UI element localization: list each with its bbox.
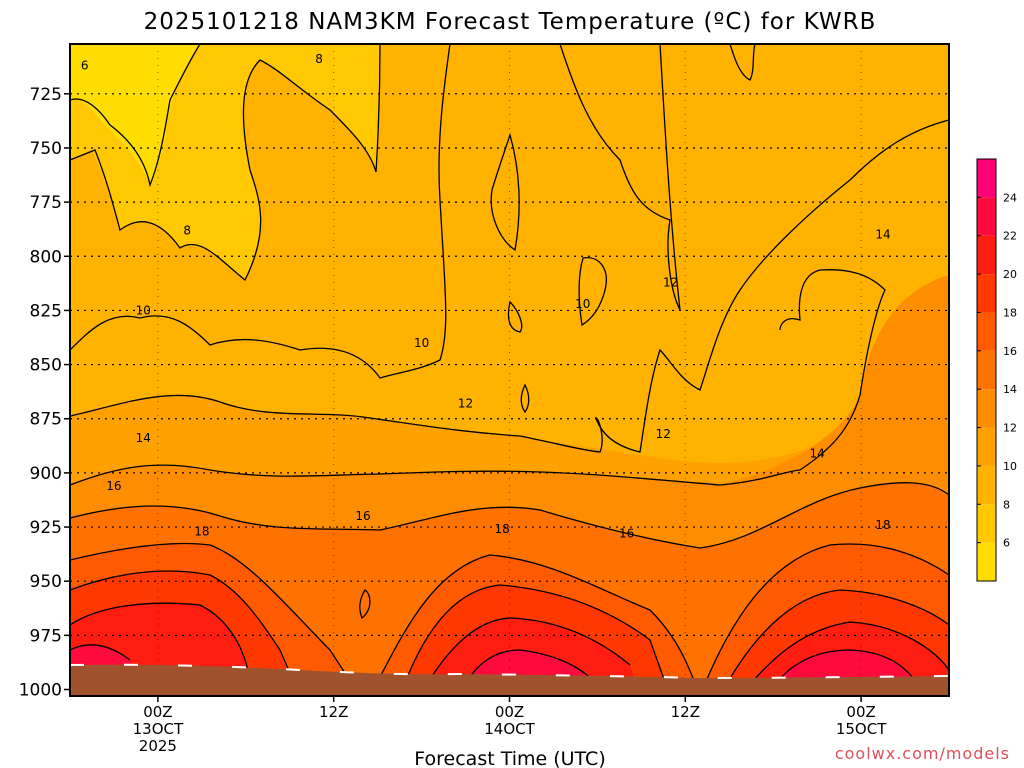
plot-area: 6 8 8 10 10 10 12 12 12 14 14 14 16 16 16 18 18 18: [70, 44, 949, 696]
colorbar-swatch: [977, 197, 996, 236]
colorbar-border: [976, 158, 997, 582]
colorbar-label: 16: [1003, 345, 1017, 358]
contour-label: 8: [315, 52, 323, 66]
contour-labels: 6 8 8 10 10 10 12 12 12 14 14 14 16 16 16 18 18 18: [81, 52, 891, 540]
contour-label: 18: [194, 524, 209, 538]
contour-label: 12: [458, 397, 473, 411]
contour-label: 14: [810, 446, 825, 460]
temperature-band-6-8: [70, 44, 200, 185]
contour-label: 10: [136, 303, 151, 317]
contour-label: 18: [495, 522, 510, 536]
colorbar-label: 12: [1003, 422, 1017, 435]
x-tick-label: 00Z: [846, 703, 875, 721]
credit-text: coolwx.com/models: [835, 744, 1010, 763]
y-tick-label: 750: [30, 139, 62, 159]
colorbar-swatch: [977, 504, 996, 543]
y-axis: 725 750 775 800 825 850 875 900 925 950 975 1000: [19, 85, 70, 701]
colorbar-label: 6: [1003, 537, 1010, 550]
contour-label: 6: [81, 59, 89, 73]
colorbar-swatch: [977, 427, 996, 466]
contour-label: 16: [106, 479, 121, 493]
colorbar-label: 24: [1003, 191, 1017, 204]
contour-label: 16: [619, 527, 634, 541]
y-tick-label: 775: [30, 193, 62, 213]
y-tick-label: 950: [30, 572, 62, 592]
colorbar-swatch: [977, 235, 996, 275]
y-tick-label: 925: [30, 518, 62, 538]
x-axis-label: Forecast Time (UTC): [414, 748, 605, 768]
colorbar-label: 10: [1003, 460, 1017, 473]
y-tick-label: 850: [30, 356, 62, 376]
y-tick-label: 975: [30, 626, 62, 646]
contour-label: 8: [183, 223, 191, 237]
x-tick-label: 00Z: [143, 703, 172, 721]
colorbar-swatch: [977, 159, 996, 198]
y-tick-label: 1000: [19, 681, 62, 701]
x-tick-label: 12Z: [319, 703, 348, 721]
colorbar-label: 18: [1003, 306, 1017, 319]
x-tick-label: 2025: [139, 737, 177, 755]
chart-title: 2025101218 NAM3KM Forecast Temperature (…: [144, 9, 877, 35]
colorbar-swatch: [977, 274, 996, 313]
y-tick-label: 800: [30, 247, 62, 267]
contour-label: 18: [875, 518, 890, 532]
colorbar-swatch: [977, 465, 996, 505]
y-tick-label: 825: [30, 301, 62, 321]
ground-edge-highlight: [70, 663, 949, 680]
x-tick-label: 15OCT: [836, 720, 887, 738]
contour-label: 14: [875, 228, 890, 242]
colorbar-label: 20: [1003, 268, 1017, 281]
x-tick-label: 00Z: [495, 703, 524, 721]
colorbar-swatch: [977, 542, 996, 581]
contour-label: 10: [575, 297, 590, 311]
contour-label: 12: [656, 427, 671, 441]
contour-label: 12: [663, 275, 678, 289]
colorbar: 6 8 10 12 14 16 18 20 22 24: [976, 158, 1017, 582]
contour-label: 16: [355, 509, 370, 523]
colorbar-label: 14: [1003, 383, 1017, 396]
contour-label: 14: [136, 431, 151, 445]
colorbar-swatch: [977, 389, 996, 428]
y-tick-label: 725: [30, 85, 62, 105]
y-tick-label: 875: [30, 410, 62, 430]
colorbar-label: 22: [1003, 230, 1017, 243]
colorbar-label: 8: [1003, 498, 1010, 511]
ground-surface: [70, 664, 949, 696]
x-tick-label: 14OCT: [484, 720, 535, 738]
colorbar-swatch: [977, 350, 996, 390]
x-tick-label: 12Z: [671, 703, 700, 721]
contour-label: 10: [414, 336, 429, 350]
y-tick-label: 900: [30, 464, 62, 484]
colorbar-swatch: [977, 312, 996, 351]
x-tick-label: 13OCT: [133, 720, 184, 738]
